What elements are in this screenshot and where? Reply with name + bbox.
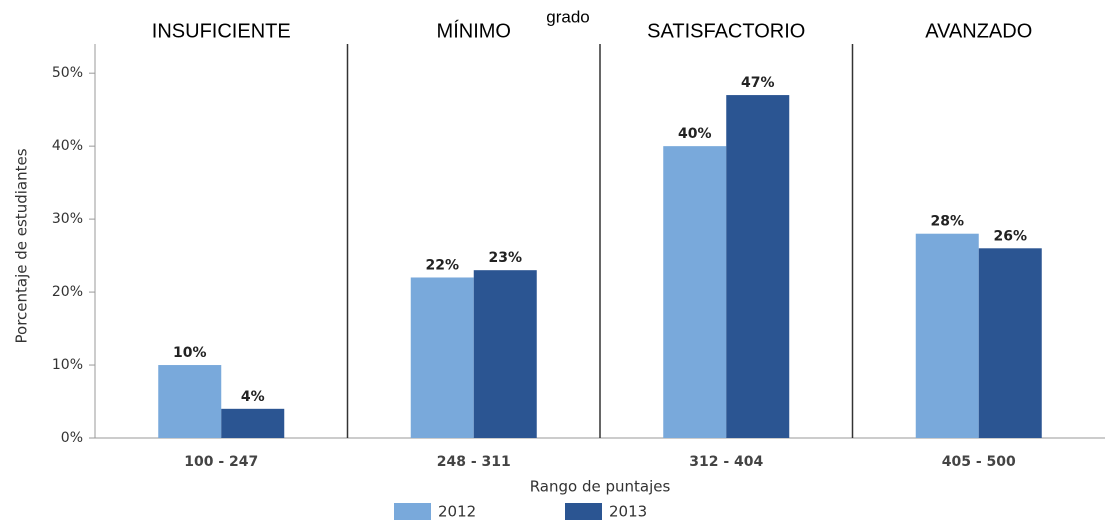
x-tick-label: 248 - 311 xyxy=(437,454,511,470)
y-tick-label: 20% xyxy=(52,284,83,300)
group-label: MÍNIMO xyxy=(437,19,511,42)
y-tick-label: 30% xyxy=(52,211,83,227)
x-tick-label: 405 - 500 xyxy=(942,454,1016,470)
value-label: 23% xyxy=(488,250,522,266)
y-tick-label: 10% xyxy=(52,357,83,373)
legend-swatch xyxy=(394,503,431,520)
y-tick-label: 40% xyxy=(52,138,83,154)
bar xyxy=(726,95,790,439)
bar xyxy=(410,277,474,438)
group-label: AVANZADO xyxy=(925,20,1032,42)
bar xyxy=(473,270,537,438)
bar xyxy=(221,408,285,438)
bar xyxy=(663,146,727,439)
legend-label: 2013 xyxy=(609,503,647,521)
value-label: 10% xyxy=(173,345,207,361)
x-tick-label: 100 - 247 xyxy=(184,454,258,470)
group-label: SATISFACTORIO xyxy=(647,20,805,42)
bar xyxy=(158,365,222,438)
x-tick-label: 312 - 404 xyxy=(689,454,763,470)
y-tick-label: 0% xyxy=(61,430,83,446)
y-axis-title: Porcentaje de estudiantes xyxy=(13,148,31,343)
group-label: INSUFICIENTE xyxy=(152,20,291,42)
value-label: 28% xyxy=(930,214,964,230)
y-tick-label: 50% xyxy=(52,65,83,81)
legend-swatch xyxy=(565,503,602,520)
value-label: 22% xyxy=(425,257,459,273)
bar xyxy=(978,248,1042,438)
legend-label: 2012 xyxy=(438,503,476,521)
value-label: 26% xyxy=(993,228,1027,244)
bar xyxy=(915,233,979,438)
value-label: 4% xyxy=(241,389,265,405)
value-label: 40% xyxy=(678,126,712,142)
chart-subtitle: grado xyxy=(546,7,589,26)
value-label: 47% xyxy=(741,75,775,91)
x-axis-title: Rango de puntajes xyxy=(530,478,671,496)
